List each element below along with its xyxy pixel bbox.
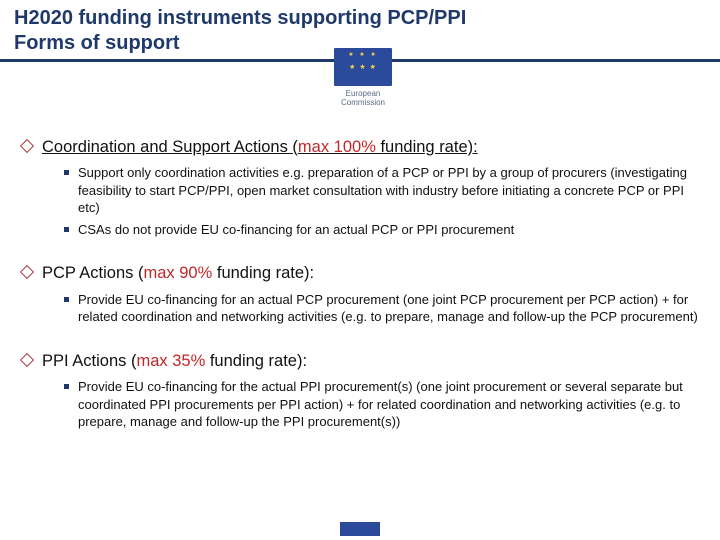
list-item: Provide EU co-financing for an actual PC… — [64, 291, 698, 326]
section-heading: PCP Actions (max 90% funding rate): — [22, 262, 698, 284]
section-pcp: PCP Actions (max 90% funding rate): Prov… — [22, 262, 698, 325]
title-line-2: Forms of support — [14, 32, 180, 54]
title-rate: max 35% — [136, 352, 205, 370]
section-title: PPI Actions (max 35% funding rate): — [42, 350, 307, 372]
title-tail: funding rate): — [376, 138, 478, 156]
ec-logo-line1: European — [346, 89, 381, 98]
section-items: Provide EU co-financing for an actual PC… — [22, 291, 698, 326]
eu-flag-icon: ★ ★ ★ — [334, 48, 392, 86]
section-items: Provide EU co-financing for the actual P… — [22, 378, 698, 431]
ec-logo: ★ ★ ★ European Commission — [318, 48, 408, 108]
footer-eu-flag-icon — [340, 522, 380, 536]
title-rate: max 90% — [144, 264, 213, 282]
section-ppi: PPI Actions (max 35% funding rate): Prov… — [22, 350, 698, 431]
section-heading: PPI Actions (max 35% funding rate): — [22, 350, 698, 372]
title-tail: funding rate): — [212, 264, 314, 282]
section-items: Support only coordination activities e.g… — [22, 164, 698, 238]
diamond-bullet-icon — [20, 265, 34, 279]
ec-logo-text: European Commission — [341, 90, 385, 108]
section-title: PCP Actions (max 90% funding rate): — [42, 262, 314, 284]
diamond-bullet-icon — [20, 139, 34, 153]
list-item: CSAs do not provide EU co-financing for … — [64, 221, 698, 239]
section-heading: Coordination and Support Actions (max 10… — [22, 136, 698, 158]
title-plain: PCP Actions ( — [42, 264, 144, 282]
section-title: Coordination and Support Actions (max 10… — [42, 136, 478, 158]
title-tail: funding rate): — [205, 352, 307, 370]
title-rate: max 100% — [298, 138, 376, 156]
title-plain: PPI Actions ( — [42, 352, 136, 370]
slide-content: Coordination and Support Actions (max 10… — [0, 62, 720, 431]
diamond-bullet-icon — [20, 353, 34, 367]
list-item: Support only coordination activities e.g… — [64, 164, 698, 217]
title-line-1: H2020 funding instruments supporting PCP… — [14, 7, 466, 29]
section-csa: Coordination and Support Actions (max 10… — [22, 136, 698, 238]
list-item: Provide EU co-financing for the actual P… — [64, 378, 698, 431]
ec-logo-line2: Commission — [341, 98, 385, 107]
title-plain: Coordination and Support Actions ( — [42, 138, 298, 156]
eu-stars-icon: ★ ★ ★ — [334, 48, 392, 86]
